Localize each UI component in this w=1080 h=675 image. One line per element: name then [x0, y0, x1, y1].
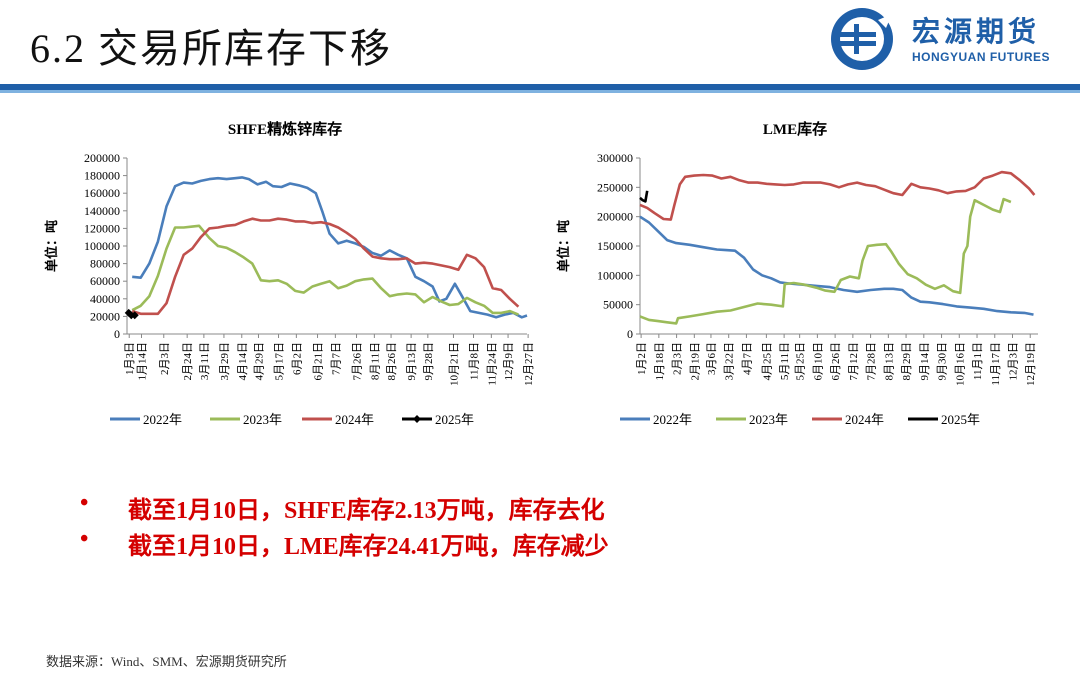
- x-tick-label: 5月11日: [779, 342, 791, 380]
- legend-label: 2025年: [435, 412, 474, 427]
- legend-label: 2022年: [653, 412, 692, 427]
- series-line-2023年: [639, 197, 1012, 325]
- bullet-marker: •: [80, 526, 89, 552]
- x-tick-label: 7月7日: [330, 342, 342, 375]
- y-tick-label: 20000: [90, 309, 120, 323]
- x-tick-label: 6月26日: [830, 342, 842, 381]
- x-tick-label: 11月24日: [486, 342, 498, 386]
- y-tick-label: 160000: [84, 186, 120, 200]
- x-tick-label: 3月11日: [199, 342, 211, 380]
- x-tick-label: 2月3日: [672, 342, 684, 375]
- x-tick-label: 4月7日: [741, 342, 753, 375]
- y-tick-label: 80000: [90, 257, 120, 271]
- x-tick-label: 5月25日: [795, 342, 807, 381]
- x-tick-label: 8月13日: [883, 342, 895, 381]
- y-tick-label: 50000: [603, 298, 633, 312]
- series-line-2025年: [639, 190, 649, 203]
- x-tick-label: 9月14日: [919, 342, 931, 381]
- y-axis-label: 单位：吨: [44, 220, 59, 272]
- legend-label: 2024年: [335, 412, 374, 427]
- series-line-2024年: [639, 170, 1036, 221]
- y-tick-label: 180000: [84, 169, 120, 183]
- y-tick-label: 150000: [597, 239, 633, 253]
- legend-label: 2024年: [845, 412, 884, 427]
- x-tick-label: 9月30日: [937, 342, 949, 381]
- x-tick-label: 12月19日: [1025, 342, 1037, 386]
- series-point-2025年: [130, 311, 139, 320]
- chart-title: LME库存: [763, 120, 827, 138]
- x-tick-label: 3月6日: [706, 342, 718, 375]
- x-tick-label: 4月29日: [253, 342, 265, 381]
- x-tick-label: 7月26日: [352, 342, 364, 381]
- title-divider-light: [0, 90, 1080, 93]
- x-tick-label: 7月12日: [848, 342, 860, 381]
- x-tick-label: 6月2日: [291, 342, 303, 375]
- x-tick-label: 11月1日: [972, 342, 984, 380]
- legend-label: 2022年: [143, 412, 182, 427]
- chart-title: SHFE精炼锌库存: [228, 120, 342, 138]
- x-tick-label: 8月29日: [901, 342, 913, 381]
- x-tick-label: 12月9日: [503, 342, 515, 381]
- y-tick-label: 100000: [84, 239, 120, 253]
- x-tick-label: 1月14日: [136, 342, 148, 381]
- legend-marker: [413, 415, 421, 423]
- x-tick-label: 9月28日: [423, 342, 435, 381]
- y-tick-label: 300000: [597, 151, 633, 165]
- x-tick-label: 1月3日: [124, 342, 136, 375]
- x-tick-label: 11月17日: [990, 342, 1002, 386]
- x-tick-label: 4月14日: [237, 342, 249, 381]
- series-line-2024年: [131, 217, 520, 316]
- logo-english-name: HONGYUAN FUTURES: [912, 50, 1051, 64]
- y-tick-label: 140000: [84, 204, 120, 218]
- x-tick-label: 1月18日: [654, 342, 666, 381]
- y-tick-label: 40000: [90, 292, 120, 306]
- x-tick-label: 10月16日: [954, 342, 966, 386]
- x-tick-label: 1月2日: [636, 342, 648, 375]
- x-tick-label: 7月28日: [866, 342, 878, 381]
- conclusion-text: 截至1月10日，LME库存24.41万吨，库存减少: [128, 534, 609, 560]
- x-tick-label: 6月10日: [812, 342, 824, 381]
- y-axis-label: 单位：吨: [556, 220, 571, 272]
- y-tick-label: 200000: [84, 151, 120, 165]
- y-tick-label: 0: [627, 327, 633, 341]
- series-line-2023年: [131, 224, 519, 316]
- logo-name: 宏源期货: [912, 15, 1041, 48]
- y-tick-label: 200000: [597, 210, 633, 224]
- data-source-note: 数据来源：Wind、SMM、宏源期货研究所: [46, 654, 287, 669]
- x-tick-label: 2月24日: [182, 342, 194, 381]
- series-line-2022年: [639, 215, 1034, 316]
- y-tick-label: 100000: [597, 268, 633, 282]
- x-tick-label: 10月21日: [448, 342, 460, 386]
- y-tick-label: 60000: [90, 274, 120, 288]
- x-tick-label: 3月22日: [724, 342, 736, 381]
- bullet-marker: •: [80, 490, 89, 516]
- y-tick-label: 120000: [84, 221, 120, 235]
- conclusion-text: 截至1月10日，SHFE库存2.13万吨，库存去化: [128, 498, 605, 524]
- x-tick-label: 2月19日: [689, 342, 701, 381]
- x-tick-label: 3月29日: [219, 342, 231, 381]
- x-tick-label: 8月26日: [386, 342, 398, 381]
- y-tick-label: 250000: [597, 180, 633, 194]
- page-title: 6.2 交易所库存下移: [30, 26, 392, 71]
- x-tick-label: 5月17日: [274, 342, 286, 381]
- x-tick-label: 11月8日: [469, 342, 481, 380]
- title-divider: [0, 84, 1080, 90]
- x-tick-label: 4月25日: [761, 342, 773, 381]
- x-tick-label: 6月21日: [313, 342, 325, 381]
- legend-label: 2025年: [941, 412, 980, 427]
- company-logo: 宏源期货 HONGYUAN FUTURES: [826, 6, 1071, 72]
- logo-emblem-icon: [831, 8, 893, 70]
- legend-label: 2023年: [243, 412, 282, 427]
- legend-label: 2023年: [749, 412, 788, 427]
- x-tick-label: 8月11日: [369, 342, 381, 380]
- y-tick-label: 0: [114, 327, 120, 341]
- x-tick-label: 9月13日: [406, 342, 418, 381]
- x-tick-label: 2月3日: [159, 342, 171, 375]
- x-tick-label: 12月3日: [1008, 342, 1020, 381]
- x-tick-label: 12月27日: [523, 342, 535, 386]
- series-line-2022年: [132, 176, 528, 319]
